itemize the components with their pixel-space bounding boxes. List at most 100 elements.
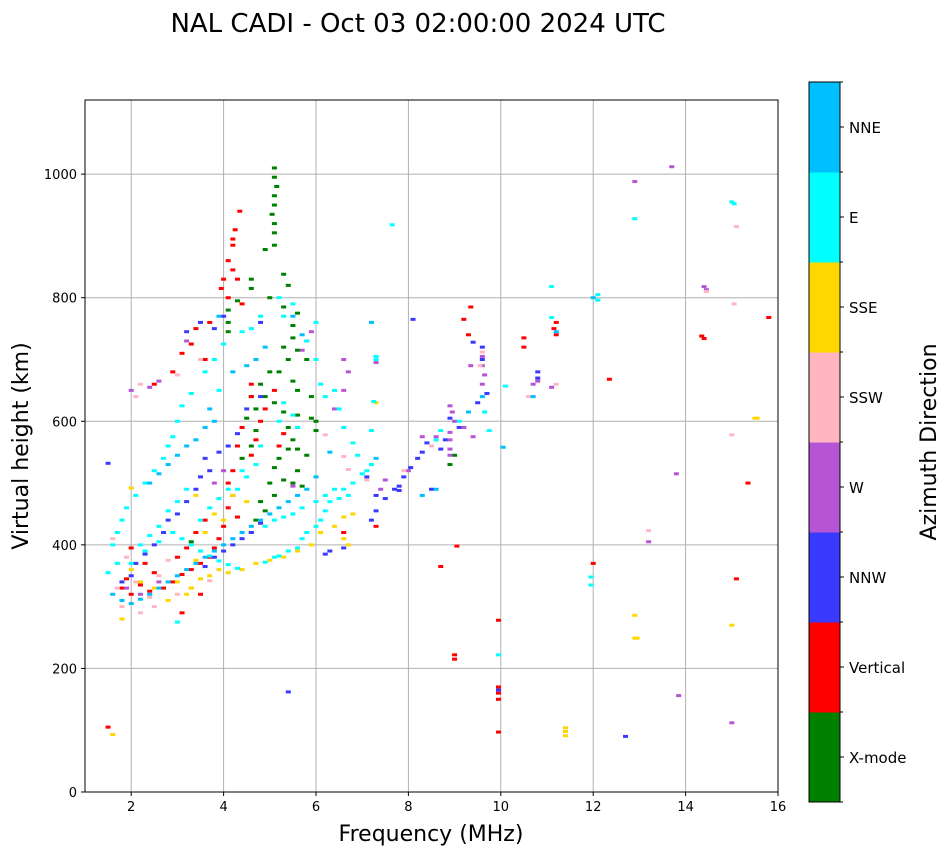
- data-point: [114, 586, 120, 590]
- data-point: [248, 395, 254, 399]
- data-point: [248, 277, 254, 281]
- data-point: [479, 358, 485, 361]
- data-point: [165, 463, 171, 467]
- data-point: [239, 425, 245, 429]
- data-point: [193, 438, 199, 442]
- data-point: [350, 481, 356, 485]
- data-point: [424, 441, 430, 445]
- data-point: [299, 537, 305, 541]
- data-point: [258, 518, 264, 522]
- data-point: [588, 583, 594, 587]
- data-point: [484, 391, 490, 395]
- data-point: [274, 185, 280, 188]
- data-point: [495, 618, 501, 622]
- data-point: [285, 283, 291, 287]
- data-point: [304, 531, 310, 534]
- chart-title: NAL CADI - Oct 03 02:00:00 2024 UTC: [170, 9, 665, 39]
- data-point: [151, 586, 157, 590]
- data-point: [244, 364, 250, 368]
- data-point: [373, 456, 379, 460]
- data-point: [156, 586, 162, 590]
- data-point: [198, 518, 203, 522]
- data-point: [174, 592, 180, 596]
- data-point: [308, 543, 314, 547]
- data-point: [281, 555, 287, 559]
- y-tick-label: 800: [52, 292, 77, 307]
- data-point: [350, 512, 356, 516]
- data-point: [553, 333, 559, 337]
- data-point: [184, 330, 190, 334]
- data-point: [429, 444, 434, 448]
- data-point: [295, 493, 301, 497]
- data-point: [470, 435, 476, 439]
- data-point: [156, 472, 162, 476]
- data-point: [170, 370, 176, 374]
- data-point: [179, 351, 185, 355]
- data-point: [230, 237, 236, 241]
- data-point: [447, 463, 453, 467]
- data-point: [500, 445, 506, 449]
- data-point: [447, 438, 453, 442]
- data-point: [502, 384, 508, 388]
- data-point: [248, 327, 254, 331]
- data-point: [632, 180, 638, 184]
- data-point: [105, 571, 111, 575]
- data-point: [495, 730, 501, 734]
- data-point: [133, 395, 139, 399]
- data-point: [225, 320, 231, 324]
- data-point: [368, 518, 374, 522]
- y-tick-label: 200: [52, 662, 77, 677]
- data-point: [345, 467, 351, 471]
- data-point: [461, 425, 467, 429]
- data-point: [202, 564, 208, 568]
- data-point: [495, 691, 501, 695]
- data-point: [244, 407, 250, 411]
- colorbar-segment: [809, 262, 840, 353]
- data-point: [267, 370, 273, 374]
- data-point: [271, 166, 277, 170]
- data-point: [632, 217, 638, 221]
- data-point: [415, 456, 421, 460]
- data-point: [475, 401, 481, 405]
- data-point: [119, 586, 125, 590]
- data-point: [156, 540, 162, 544]
- x-axis-label: Frequency (MHz): [339, 822, 524, 847]
- data-point: [225, 308, 231, 312]
- data-point: [382, 497, 388, 501]
- data-point: [419, 435, 425, 439]
- y-axis-label: Virtual height (km): [9, 342, 34, 549]
- data-point: [281, 478, 287, 482]
- data-point: [202, 531, 208, 534]
- data-point: [258, 314, 264, 318]
- data-point: [137, 580, 143, 584]
- data-point: [147, 481, 153, 485]
- data-point: [225, 563, 231, 567]
- series-x-mode: [188, 166, 458, 553]
- data-point: [151, 382, 157, 386]
- data-point: [198, 577, 203, 581]
- data-point: [179, 404, 185, 408]
- data-point: [410, 317, 416, 321]
- data-point: [456, 419, 462, 423]
- data-point: [128, 486, 134, 490]
- series-ssw: [110, 225, 739, 615]
- data-point: [174, 373, 180, 377]
- data-point: [295, 546, 301, 550]
- data-point: [234, 444, 240, 448]
- data-point: [105, 725, 111, 729]
- data-point: [267, 481, 273, 485]
- data-point: [198, 592, 203, 596]
- y-tick-label: 0: [69, 786, 77, 801]
- data-point: [119, 580, 125, 584]
- data-point: [202, 518, 208, 522]
- data-point: [482, 410, 488, 414]
- data-point: [322, 395, 328, 399]
- data-point: [304, 358, 310, 361]
- colorbar-tick-label: X-mode: [849, 749, 906, 767]
- data-point: [433, 487, 439, 491]
- data-point: [313, 524, 319, 528]
- data-point: [262, 407, 268, 411]
- data-point: [341, 531, 347, 534]
- data-point: [137, 597, 143, 601]
- data-point: [244, 416, 250, 420]
